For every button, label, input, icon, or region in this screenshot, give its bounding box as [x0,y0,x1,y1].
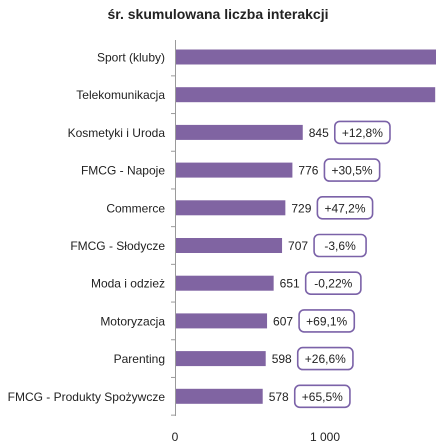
change-badge [298,309,356,333]
change-badge [316,196,374,220]
change-label: -0,22% [314,277,352,291]
bar [176,313,268,329]
bar [176,87,436,103]
value-label: 578 [269,390,289,404]
category-label: Motoryzacja [100,314,165,328]
value-label: 776 [298,164,318,178]
change-label: -3,6% [324,239,356,253]
x-tick-label: 0 [172,430,179,444]
bar [176,275,274,291]
change-badge [333,120,391,145]
category-label: Parenting [114,352,165,366]
change-label: +69,1% [306,314,347,328]
category-label: FMCG - Słodycze [70,239,165,253]
change-label: +65,5% [302,390,343,404]
value-label: 707 [288,239,308,253]
bar [176,124,303,140]
category-label: FMCG - Produkty Spożywcze [8,390,166,404]
change-label: +47,2% [324,201,365,215]
change-label: +12,8% [342,126,383,140]
change-label: +30,5% [332,164,373,178]
change-badge [323,158,381,182]
category-label: Kosmetyki i Uroda [68,126,166,140]
value-label: 845 [309,126,329,140]
change-badge [293,384,351,409]
chart-title: śr. skumulowana liczba interakcji [107,6,329,22]
change-label: +26,6% [305,352,346,366]
value-label: 598 [272,352,292,366]
bar [176,388,263,404]
bar [176,200,286,216]
category-label: Telekomunikacja [76,88,165,102]
value-label: 729 [291,201,311,215]
value-label: 607 [273,314,293,328]
x-tick-label: 1 000 [310,430,340,444]
bar [176,351,266,367]
change-badge [313,233,367,258]
change-badge [304,271,362,296]
value-label: 651 [280,277,300,291]
category-label: Sport (kluby) [97,51,165,65]
bar [176,162,293,178]
change-badge [296,346,354,371]
category-label: Commerce [106,201,165,215]
category-label: Moda i odzież [91,277,165,291]
category-label: FMCG - Napoje [81,164,165,178]
bar [176,238,283,253]
bar [176,49,436,65]
